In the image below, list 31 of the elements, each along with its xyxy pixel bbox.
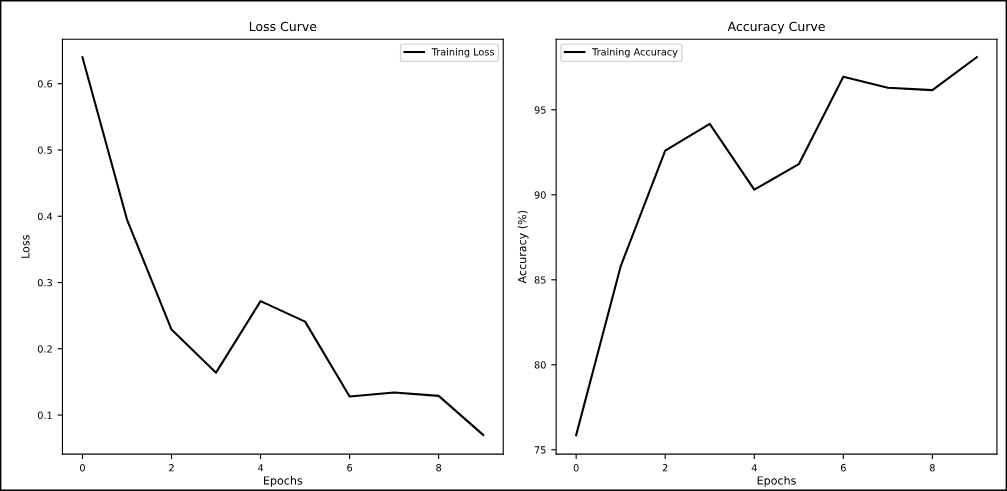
x-tick-label: 4 [751,464,757,472]
y-tick-label: 80 [534,361,546,369]
y-tick-label: 0.3 [37,279,52,287]
line-series [575,56,978,437]
y-tick-label: 0.5 [37,146,52,154]
x-axis-title: Epochs [757,476,796,487]
y-axis-title: Loss [21,235,30,258]
x-axis-title: Epochs [264,476,303,487]
x-tick-label: 6 [347,464,353,472]
y-tick-label: 75 [534,446,546,454]
x-tick-label: 0 [80,464,85,472]
y-tick-label: 0.2 [37,345,52,353]
x-tick-label: 8 [929,464,935,472]
legend-label: Training Loss [431,48,495,58]
x-tick-label: 2 [169,464,174,472]
y-tick-label: 0.6 [37,80,53,88]
y-tick-label: 0.4 [37,212,53,221]
x-tick-label: 8 [436,464,442,472]
chart-title: Accuracy Curve [727,21,825,34]
y-tick-label: 90 [534,191,546,199]
chart-title: Loss Curve [249,21,317,32]
line-series [81,56,485,436]
y-tick-label: 0.1 [37,411,52,419]
legend-label: Training Accuracy [592,48,678,58]
y-tick-label: 95 [534,106,546,114]
y-axis-title: Accuracy (%) [517,210,529,284]
x-tick-label: 4 [257,464,264,472]
x-tick-label: 0 [573,464,579,472]
x-tick-label: 2 [662,464,668,472]
x-tick-label: 6 [840,464,846,472]
y-tick-label: 85 [534,276,546,284]
